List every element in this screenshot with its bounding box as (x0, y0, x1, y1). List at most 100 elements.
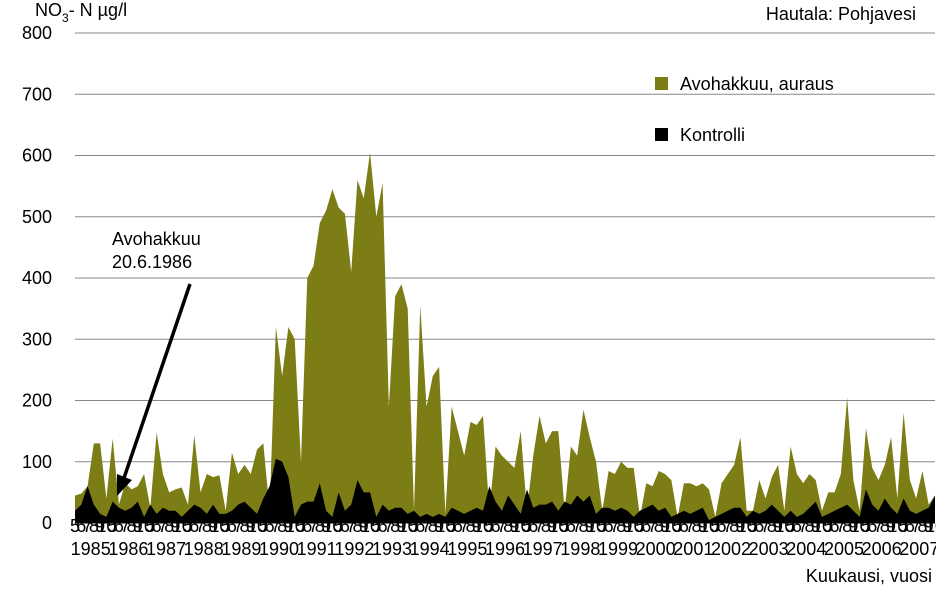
month-label: 8 (691, 516, 701, 536)
month-label: 7 (158, 516, 168, 536)
month-label: 10 (322, 516, 342, 536)
month-label: 10 (511, 516, 531, 536)
month-label: 9 (773, 516, 783, 536)
year-label: 1998 (560, 539, 600, 559)
y-tick-label: 700 (22, 84, 52, 104)
year-label: 2000 (636, 539, 676, 559)
legend-label: Kontrolli (680, 125, 745, 145)
y-tick-label: 200 (22, 391, 52, 411)
month-label: 8 (578, 516, 588, 536)
month-label: 5 (597, 516, 607, 536)
month-label: 6 (152, 516, 162, 536)
year-label: 1986 (108, 539, 148, 559)
month-label: 9 (95, 516, 105, 536)
month-label: 7 (535, 516, 545, 536)
month-label: 9 (735, 516, 745, 536)
y-tick-label: 600 (22, 146, 52, 166)
month-label: 9 (321, 516, 331, 536)
month-label: 6 (340, 516, 350, 536)
legend-label: Avohakkuu, auraus (680, 74, 834, 94)
month-label: 10 (699, 516, 719, 536)
year-label: 2005 (824, 539, 864, 559)
year-label: 1997 (523, 539, 563, 559)
month-label: 7 (572, 516, 582, 536)
legend-swatch (655, 128, 668, 141)
month-label: 7 (873, 516, 883, 536)
month-label: 7 (723, 516, 733, 536)
month-label: 7 (648, 516, 658, 536)
month-label: 5 (447, 516, 457, 536)
y-tick-label: 400 (22, 268, 52, 288)
month-label: 6 (641, 516, 651, 536)
month-label: 8 (126, 516, 136, 536)
month-label: 5 (710, 516, 720, 536)
month-label: 7 (271, 516, 281, 536)
month-label: 10 (398, 516, 418, 536)
month-label: 5 (748, 516, 758, 536)
month-label: 10 (624, 516, 644, 536)
month-label: 10 (134, 516, 154, 536)
month-label: 8 (654, 516, 664, 536)
month-label: 8 (503, 516, 513, 536)
month-label: 5 (861, 516, 871, 536)
month-label: 9 (698, 516, 708, 536)
month-label: 6 (754, 516, 764, 536)
y-tick-label: 0 (42, 513, 52, 533)
month-label: 9 (547, 516, 557, 536)
month-label: 9 (170, 516, 180, 536)
month-label: 8 (164, 516, 174, 536)
month-label: 6 (792, 516, 802, 536)
month-label: 8 (277, 516, 287, 536)
month-label: 7 (798, 516, 808, 536)
month-label: 9 (133, 516, 143, 536)
month-label: 9 (283, 516, 293, 536)
month-label: 6 (189, 516, 199, 536)
month-label: 5 (371, 516, 381, 536)
month-label: 5 (221, 516, 231, 536)
month-label: 8 (767, 516, 777, 536)
month-label: 7 (384, 516, 394, 536)
month-label: 7 (422, 516, 432, 536)
month-label: 7 (761, 516, 771, 536)
y-label-part: - N µg/l (69, 0, 127, 20)
year-label: 1995 (447, 539, 487, 559)
month-label: 7 (309, 516, 319, 536)
x-label: Kuukausi, vuosi (806, 566, 932, 586)
month-label: 5 (70, 516, 80, 536)
month-label: 5 (145, 516, 155, 536)
month-label: 8 (842, 516, 852, 536)
month-label: 6 (302, 516, 312, 536)
month-label: 6 (114, 516, 124, 536)
month-label: 5 (899, 516, 909, 536)
month-label: 10 (661, 516, 681, 536)
year-label: 1992 (334, 539, 374, 559)
month-label: 7 (83, 516, 93, 536)
month-label: 9 (246, 516, 256, 536)
month-label: 7 (911, 516, 921, 536)
month-label: 5 (258, 516, 268, 536)
month-label: 10 (548, 516, 568, 536)
month-label: 8 (541, 516, 551, 536)
year-label: 1996 (485, 539, 525, 559)
month-label: 10 (96, 516, 116, 536)
area (75, 152, 935, 523)
month-label: 5 (823, 516, 833, 536)
arrow (122, 283, 192, 479)
month-label: 9 (622, 516, 632, 536)
month-label: 6 (566, 516, 576, 536)
month-label: 8 (239, 516, 249, 536)
month-label: 9 (509, 516, 519, 536)
y-tick-label: 500 (22, 207, 52, 227)
month-label: 9 (886, 516, 896, 536)
month-label: 6 (905, 516, 915, 536)
year-label: 1987 (146, 539, 186, 559)
month-label: 5 (108, 516, 118, 536)
month-label: 8 (917, 516, 927, 536)
month-label: 10 (774, 516, 794, 536)
month-label: 6 (679, 516, 689, 536)
year-label: 2006 (862, 539, 902, 559)
annotation: Avohakkuu (112, 229, 201, 249)
month-label: 8 (880, 516, 890, 536)
month-label: 5 (786, 516, 796, 536)
